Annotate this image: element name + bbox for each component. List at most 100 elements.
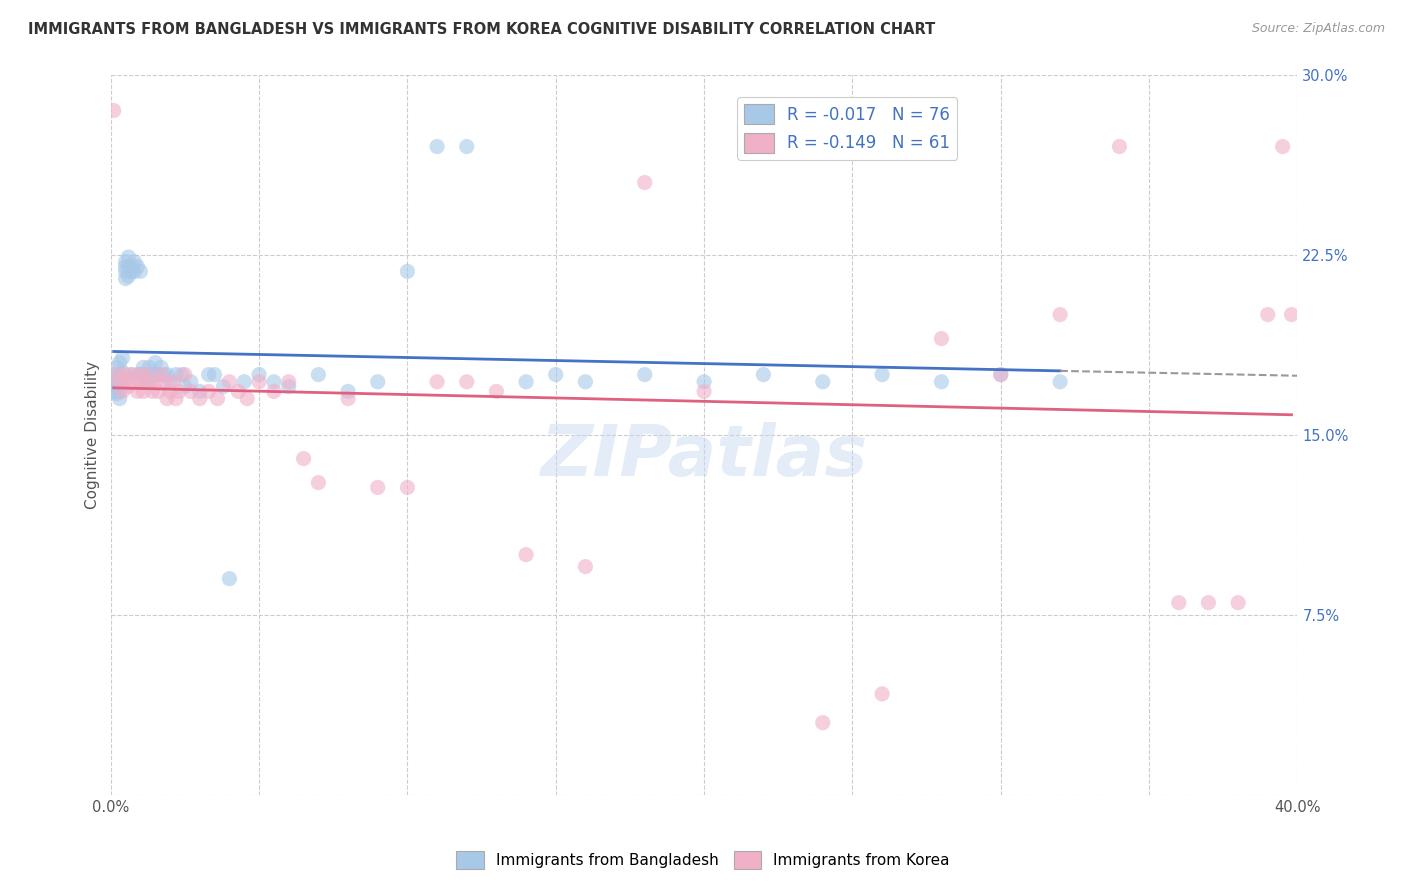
Point — [204, 368, 226, 382]
Point — [141, 384, 163, 399]
Point — [197, 368, 219, 382]
Point — [108, 384, 131, 399]
Point — [1227, 596, 1250, 610]
Point — [811, 375, 834, 389]
Point — [129, 368, 152, 382]
Point — [247, 368, 270, 382]
Point — [990, 368, 1012, 382]
Point — [156, 392, 179, 406]
Point — [148, 384, 170, 399]
Point — [141, 368, 163, 382]
Point — [396, 480, 419, 494]
Point — [127, 384, 149, 399]
Point — [105, 368, 128, 382]
Point — [165, 368, 187, 382]
Point — [212, 379, 235, 393]
Point — [138, 375, 160, 389]
Point — [1281, 308, 1303, 322]
Point — [515, 548, 537, 562]
Point — [396, 264, 419, 278]
Point — [138, 375, 160, 389]
Point — [124, 254, 146, 268]
Point — [138, 360, 160, 375]
Point — [150, 368, 173, 382]
Point — [218, 375, 240, 389]
Point — [693, 384, 716, 399]
Point — [173, 379, 195, 393]
Point — [127, 368, 149, 382]
Point — [367, 480, 389, 494]
Point — [111, 365, 134, 379]
Point — [544, 368, 567, 382]
Point — [456, 139, 478, 153]
Point — [307, 368, 329, 382]
Point — [263, 375, 285, 389]
Point — [1049, 308, 1071, 322]
Point — [247, 375, 270, 389]
Point — [114, 375, 136, 389]
Point — [367, 375, 389, 389]
Legend: R = -0.017   N = 76, R = -0.149   N = 61: R = -0.017 N = 76, R = -0.149 N = 61 — [737, 97, 957, 160]
Point — [103, 103, 125, 118]
Point — [156, 368, 179, 382]
Point — [117, 260, 139, 274]
Point — [277, 375, 299, 389]
Point — [108, 368, 131, 382]
Point — [129, 375, 152, 389]
Point — [117, 269, 139, 284]
Point — [103, 384, 125, 399]
Point — [111, 351, 134, 365]
Point — [634, 368, 657, 382]
Point — [292, 451, 315, 466]
Point — [129, 375, 152, 389]
Point — [693, 375, 716, 389]
Point — [114, 264, 136, 278]
Point — [111, 384, 134, 399]
Point — [105, 360, 128, 375]
Point — [426, 375, 449, 389]
Point — [574, 559, 596, 574]
Point — [143, 368, 166, 382]
Point — [162, 375, 184, 389]
Point — [103, 368, 125, 382]
Point — [485, 384, 508, 399]
Point — [870, 687, 893, 701]
Point — [135, 368, 157, 382]
Point — [263, 384, 285, 399]
Point — [143, 375, 166, 389]
Point — [170, 368, 193, 382]
Point — [1049, 375, 1071, 389]
Point — [153, 368, 176, 382]
Point — [108, 392, 131, 406]
Point — [515, 375, 537, 389]
Point — [226, 384, 249, 399]
Point — [167, 384, 190, 399]
Point — [108, 375, 131, 389]
Point — [127, 260, 149, 274]
Point — [236, 392, 259, 406]
Point — [111, 375, 134, 389]
Point — [1271, 139, 1294, 153]
Point — [1108, 139, 1130, 153]
Point — [1257, 308, 1279, 322]
Point — [207, 392, 229, 406]
Y-axis label: Cognitive Disability: Cognitive Disability — [86, 360, 100, 508]
Point — [1167, 596, 1189, 610]
Point — [108, 355, 131, 369]
Point — [103, 375, 125, 389]
Point — [121, 264, 143, 278]
Point — [121, 260, 143, 274]
Point — [114, 254, 136, 268]
Point — [129, 368, 152, 382]
Point — [931, 332, 953, 346]
Point — [132, 360, 155, 375]
Point — [188, 392, 211, 406]
Point — [159, 384, 181, 399]
Point — [634, 176, 657, 190]
Point — [188, 384, 211, 399]
Point — [105, 379, 128, 393]
Point — [277, 379, 299, 393]
Point — [233, 375, 256, 389]
Point — [105, 372, 128, 386]
Point — [159, 375, 181, 389]
